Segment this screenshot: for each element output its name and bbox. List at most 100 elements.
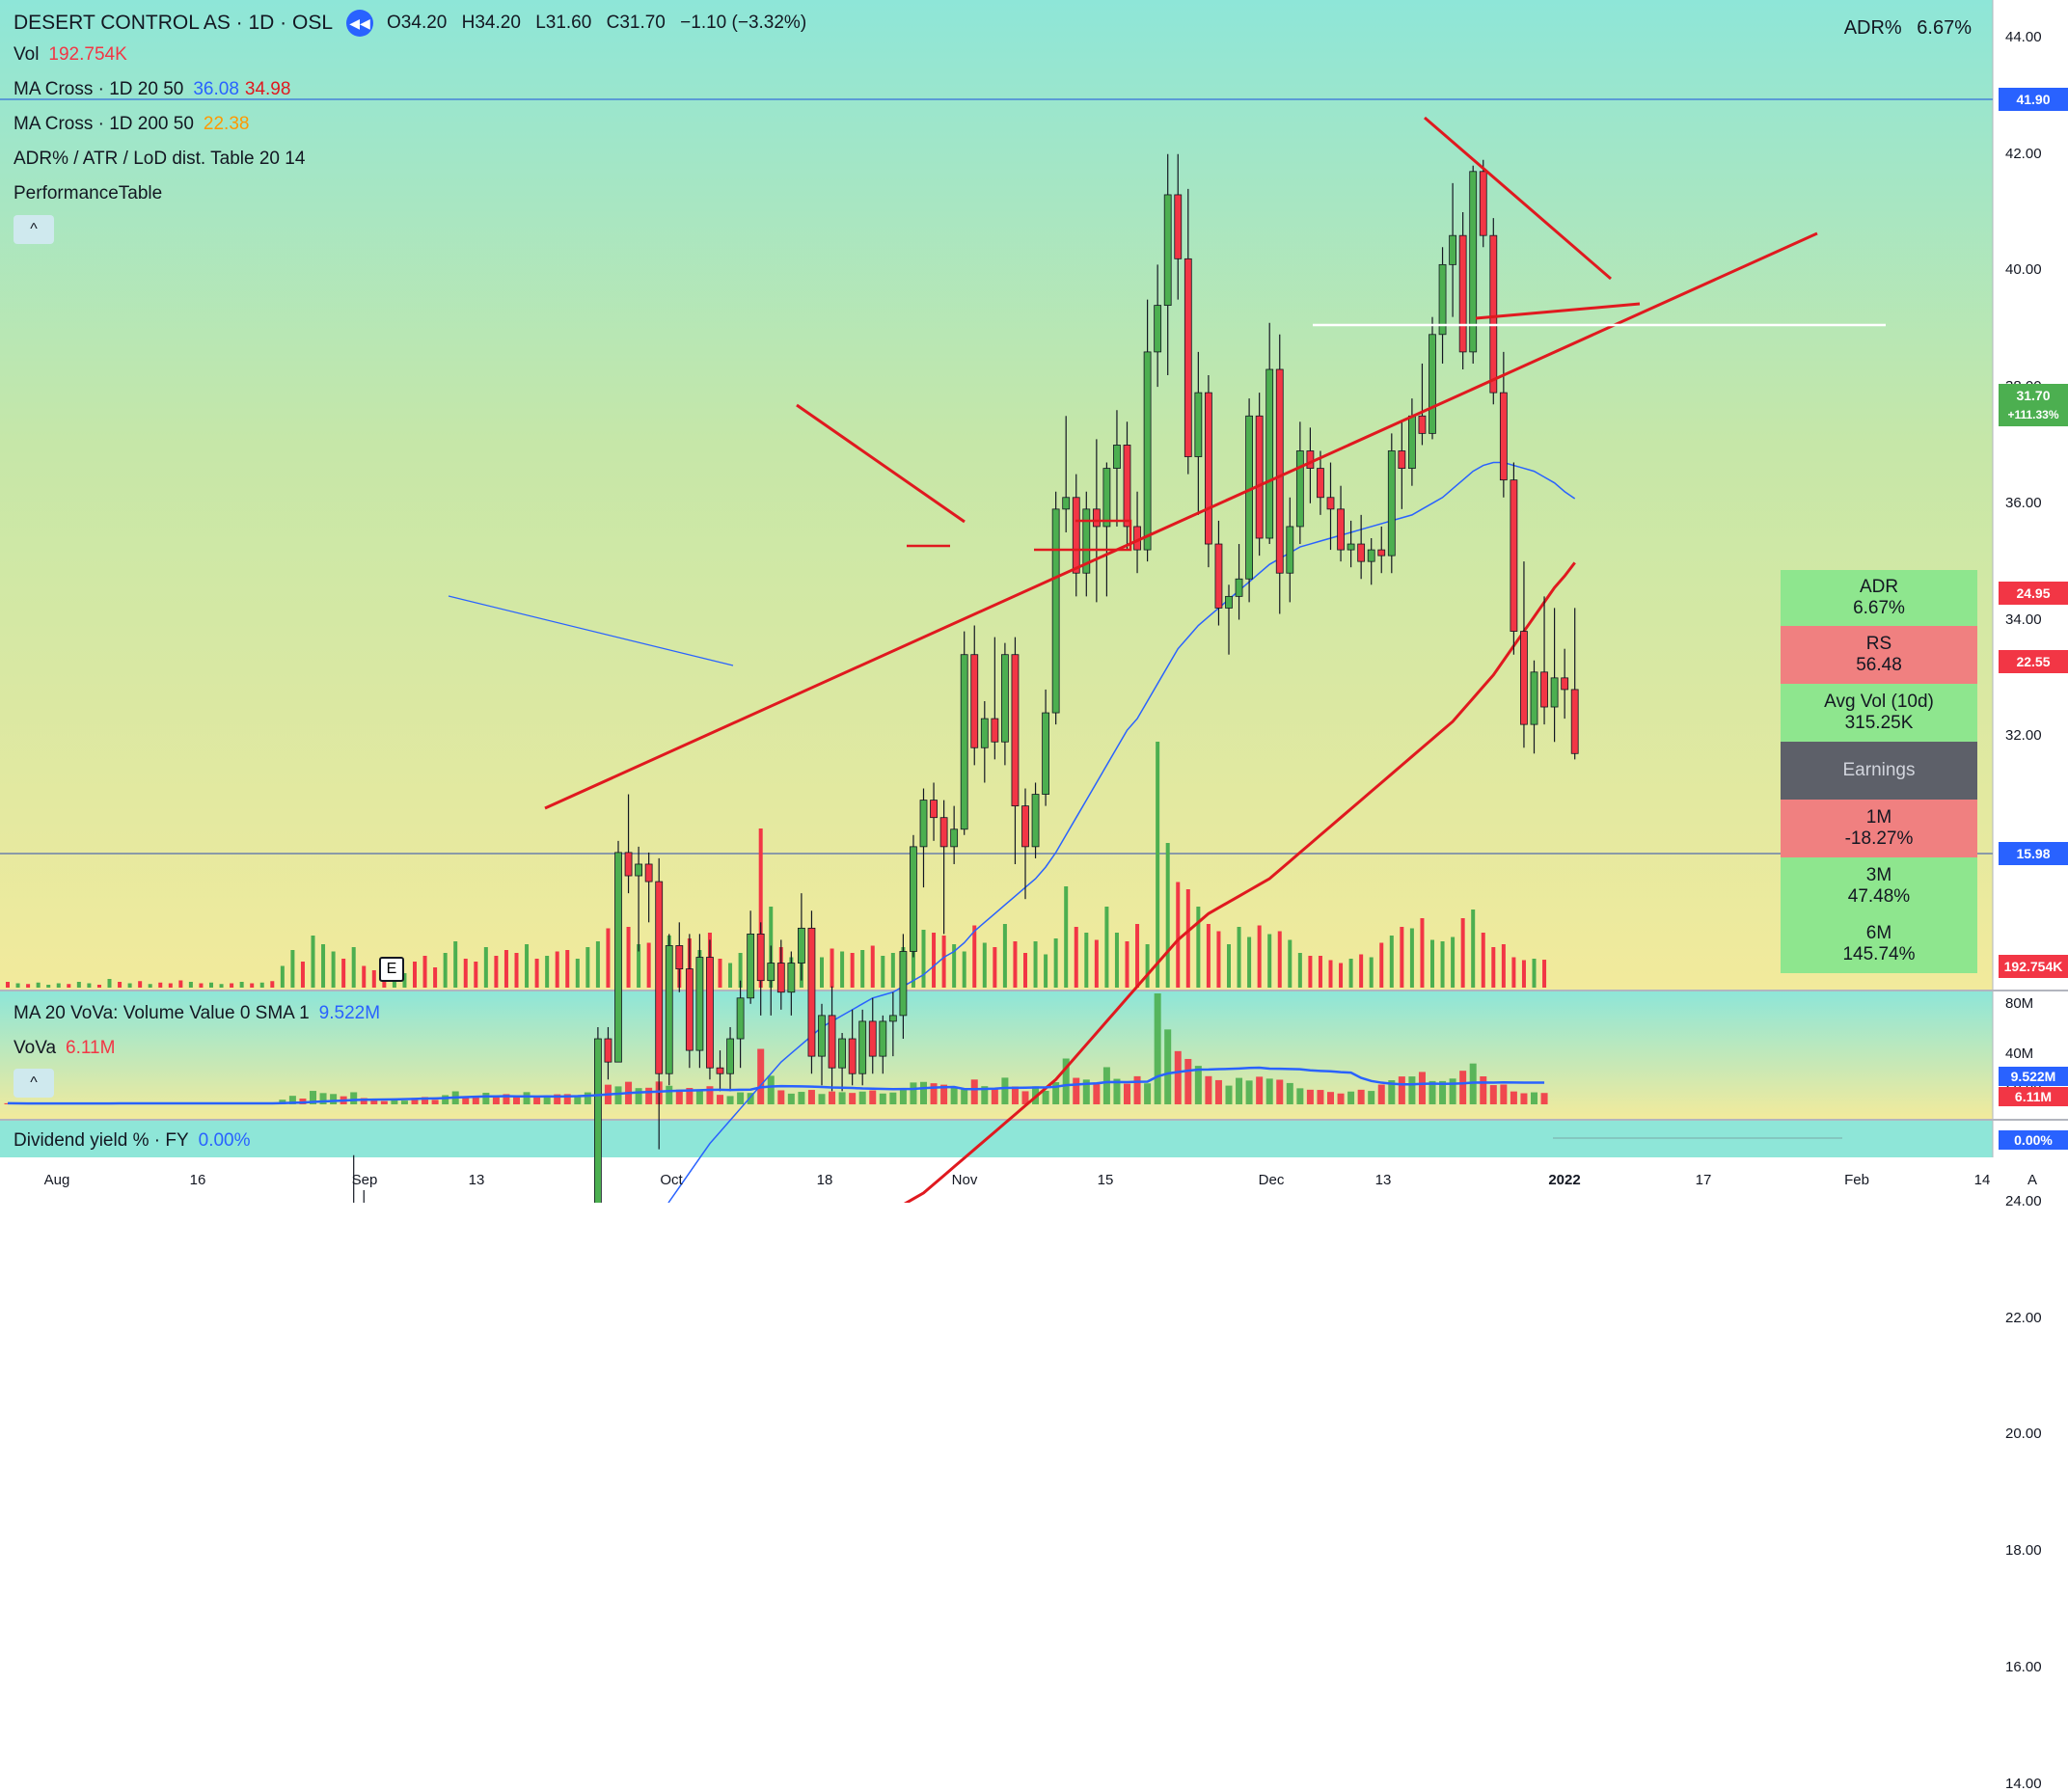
trendline-red-3[interactable] [1475, 302, 1641, 320]
rewind-icon[interactable]: ◀◀ [346, 10, 374, 37]
candle-body [1163, 194, 1172, 307]
vova-bar [869, 1090, 877, 1104]
candle-body [614, 852, 622, 1063]
volume-bar [962, 951, 966, 988]
vova-axis-80m: 80M [2005, 995, 2034, 1012]
trendlines[interactable] [448, 116, 1886, 810]
candle-body [1031, 794, 1040, 848]
vova-bar [991, 1088, 998, 1104]
price-tick-label: 18.00 [2005, 1542, 2042, 1560]
candle-body [1317, 468, 1324, 499]
vova-bar [818, 1094, 826, 1104]
volume-bar [331, 951, 336, 988]
legend-ma-cross-1[interactable]: MA Cross · 1D 20 50 36.08 34.98 [14, 79, 290, 100]
perf-label: 3M [1865, 865, 1892, 885]
vova-bar [1500, 1084, 1508, 1104]
perf-label: 6M [1865, 923, 1892, 943]
vova-bar [411, 1098, 419, 1104]
vova-bar [1286, 1082, 1293, 1104]
volume-bar [1451, 937, 1456, 988]
earnings-marker[interactable]: E [379, 957, 404, 982]
legend-volume[interactable]: Vol 192.754K [14, 44, 127, 66]
candle-body [756, 933, 765, 982]
volume-bar [1501, 944, 1506, 988]
volume-bar [514, 953, 519, 988]
vova-bar [1510, 1091, 1517, 1104]
volume-bar [341, 959, 346, 988]
vova-bar [1133, 1075, 1141, 1104]
volume-bar [758, 828, 763, 988]
axis-tag-last-price: 31.70 +111.33% [1999, 384, 2068, 426]
vova-bar [1357, 1089, 1365, 1104]
volume-bar [911, 930, 915, 988]
candle-body [868, 1020, 877, 1057]
price-chart[interactable] [0, 0, 2068, 1203]
legend-performance-table[interactable]: PerformanceTable [14, 183, 162, 204]
symbol-title[interactable]: DESERT CONTROL AS · 1D · OSL [14, 12, 334, 34]
vova-bar [1154, 993, 1161, 1104]
vova-bar [1265, 1078, 1273, 1104]
vova-bar [360, 1098, 367, 1104]
vova-bar [747, 1093, 754, 1104]
vova-bar [533, 1096, 541, 1104]
volume-bar [351, 947, 356, 988]
vova-bar [1388, 1080, 1396, 1104]
collapse-vova-button[interactable]: ^ [14, 1069, 54, 1098]
vova-bar [1001, 1077, 1009, 1104]
volume-bar [15, 983, 20, 988]
axis-tag-high: 41.90 [1999, 88, 2068, 111]
candle-body [787, 963, 796, 993]
volume-bar [738, 953, 743, 988]
candle-body [1570, 689, 1579, 754]
vova-bar [829, 1091, 836, 1104]
trendline-red-2[interactable] [1424, 116, 1612, 281]
vova-bar [849, 1093, 857, 1104]
legend-adr-table[interactable]: ADR% / ATR / LoD dist. Table 20 14 [14, 149, 305, 170]
volume-bar [1267, 934, 1272, 988]
legend-vova[interactable]: VoVa 6.11M [14, 1038, 115, 1059]
vova-bar [1256, 1076, 1264, 1104]
volume-bar [1206, 924, 1211, 988]
collapse-legend-button[interactable]: ^ [14, 215, 54, 244]
volume-bar [494, 956, 499, 988]
volume-bar [1460, 918, 1465, 988]
axis-tag-low: 15.98 [1999, 842, 2068, 865]
base-box-2[interactable] [1034, 519, 1132, 552]
trendline-red-1[interactable] [796, 403, 966, 524]
volume-bar [1044, 954, 1048, 988]
candle-body [1469, 171, 1478, 353]
adr-corner-label: ADR% [1843, 17, 1902, 39]
vova-bar [350, 1092, 358, 1104]
volume-bar [87, 983, 92, 988]
auto-scale-button[interactable]: A [2027, 1172, 2037, 1188]
candle-body [665, 945, 673, 1074]
legend-ma-cross-2[interactable]: MA Cross · 1D 200 50 22.38 [14, 114, 249, 135]
volume-bar [96, 985, 101, 988]
volume-bar [820, 957, 824, 988]
trendline-red-up[interactable] [544, 231, 1818, 810]
candle-body [1398, 450, 1406, 469]
time-tick-label: 14 [1973, 1172, 1991, 1188]
price-tick-label: 32.00 [2005, 727, 2042, 745]
candle-body [1295, 450, 1304, 528]
vova-bar [288, 1096, 296, 1104]
price-tick-label: 40.00 [2005, 261, 2042, 279]
vova-label: VoVa [14, 1038, 57, 1058]
volume-bar [67, 984, 71, 988]
price-tick-label: 16.00 [2005, 1658, 2042, 1675]
candle-body [1520, 631, 1528, 725]
candle-body [594, 1038, 602, 1203]
legend-dividend[interactable]: Dividend yield % · FY 0.00% [14, 1130, 251, 1152]
trendline-thin-blue[interactable] [448, 595, 734, 666]
perf-label: 1M [1865, 807, 1892, 828]
volume-bar [107, 979, 112, 988]
ma50-line [903, 561, 1576, 1203]
perf-label: ADR [1859, 577, 1899, 597]
vova-bar [563, 1094, 571, 1104]
legend-ma20-vova[interactable]: MA 20 VoVa: Volume Value 0 SMA 1 9.522M [14, 1003, 380, 1024]
vova-bar [1408, 1076, 1416, 1104]
vova-bar [543, 1095, 551, 1104]
candle-body [879, 1020, 887, 1057]
volume-bar [840, 951, 845, 988]
volume-bar [1196, 907, 1201, 988]
